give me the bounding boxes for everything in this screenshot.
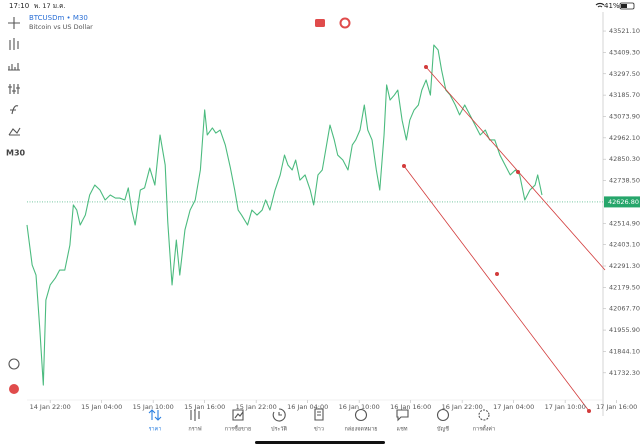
y-tick-label: 43409.30 [609, 48, 640, 56]
sell-button[interactable] [315, 19, 325, 27]
home-indicator [255, 441, 385, 444]
nav-label: การตั้งค่า [473, 425, 495, 433]
trade-tool[interactable] [8, 358, 20, 370]
nav-label: กล่องจดหมาย [344, 427, 377, 433]
nav-icon[interactable] [436, 408, 450, 422]
current-price-box [604, 196, 640, 208]
current-price-label: 42626.80 [608, 198, 639, 206]
y-tick-label: 42738.50 [609, 177, 640, 185]
status-battery: 41% [604, 2, 620, 10]
battery-level [621, 4, 627, 8]
y-tick-label: 42514.90 [609, 219, 640, 227]
y-tick-label: 43073.90 [609, 112, 640, 120]
trendline-handle[interactable] [401, 163, 406, 168]
nav-icon[interactable] [478, 409, 490, 421]
y-tick-label: 41732.30 [609, 369, 640, 377]
y-tick-label: 43521.10 [609, 27, 640, 35]
trendline-handle[interactable] [494, 271, 499, 276]
bottom-nav [148, 408, 490, 422]
price-line [26, 44, 543, 386]
x-tick-label: 16 Jan 16:00 [390, 403, 431, 411]
y-tick-label: 42962.10 [609, 134, 640, 142]
objects-tool[interactable] [8, 127, 21, 136]
battery-icon [619, 2, 635, 10]
nav-label: แชท [397, 426, 408, 433]
timeframe[interactable]: M30 [6, 149, 26, 158]
trendline-handle[interactable] [587, 408, 592, 413]
left-toolbar: M30 [6, 17, 26, 394]
symbol-title[interactable]: BTCUSDm • M30 [29, 14, 88, 22]
y-tick-label: 42067.70 [609, 305, 640, 313]
y-tick-label: 41844.10 [609, 347, 640, 355]
nav-label: ราคา [149, 427, 162, 433]
wifi-icon [595, 2, 605, 8]
x-tick-label: 16 Jan 04:00 [287, 403, 328, 411]
nav-icon[interactable] [396, 409, 409, 422]
symbol-subtitle: Bitcoin vs US Dollar [29, 23, 93, 31]
x-tick-label: 17 Jan 16:00 [596, 403, 637, 411]
nav-icon[interactable] [314, 408, 324, 421]
nav-label: กราฟ [188, 426, 201, 433]
y-tick-label: 42291.30 [609, 262, 640, 270]
x-tick-label: 17 Jan 10:00 [545, 403, 586, 411]
nav-label: การซื้อขาย [225, 425, 251, 433]
y-tick-label: 41955.90 [609, 326, 640, 334]
trendline-handle[interactable] [423, 65, 428, 70]
trendline[interactable] [403, 165, 590, 412]
x-tick-label: 16 Jan 10:00 [339, 403, 380, 411]
nav-icon[interactable] [148, 409, 162, 421]
one-click-tool[interactable] [9, 384, 19, 394]
x-tick-label: 16 Jan 22:00 [442, 403, 483, 411]
settings-tool[interactable] [8, 84, 20, 94]
nav-icon[interactable] [232, 409, 244, 421]
x-tick-label: 15 Jan 10:00 [133, 403, 174, 411]
x-tick-label: 14 Jan 22:00 [30, 403, 71, 411]
y-tick-label: 43185.70 [609, 91, 640, 99]
function-tool[interactable] [10, 105, 19, 115]
x-tick-label: 15 Jan 16:00 [184, 403, 225, 411]
y-tick-label: 42179.50 [609, 283, 640, 291]
x-tick-label: 15 Jan 22:00 [236, 403, 277, 411]
indicators-tool[interactable] [8, 63, 20, 71]
trendline[interactable] [425, 66, 606, 271]
nav-label: ประวัติ [271, 426, 287, 433]
crosshair-tool[interactable] [8, 17, 20, 29]
status-time: 17:10 [9, 2, 29, 10]
buy-button[interactable] [339, 17, 351, 29]
nav-label: บัญชี [437, 426, 449, 433]
x-tick-label: 15 Jan 04:00 [81, 403, 122, 411]
nav-icon[interactable] [354, 408, 368, 422]
x-tick-label: 17 Jan 04:00 [493, 403, 534, 411]
y-tick-label: 42850.30 [609, 155, 640, 163]
y-tick-label: 42403.10 [609, 241, 640, 249]
nav-icon[interactable] [190, 409, 200, 421]
chart-type-tool[interactable] [9, 38, 19, 50]
nav-icon[interactable] [272, 408, 286, 422]
nav-label: ข่าว [314, 427, 324, 433]
y-tick-label: 43297.50 [609, 70, 640, 78]
trendlines [401, 65, 606, 413]
trendline-handle[interactable] [516, 169, 521, 174]
status-date: พ. 17 ม.ค. [34, 2, 66, 10]
plot [26, 44, 603, 386]
